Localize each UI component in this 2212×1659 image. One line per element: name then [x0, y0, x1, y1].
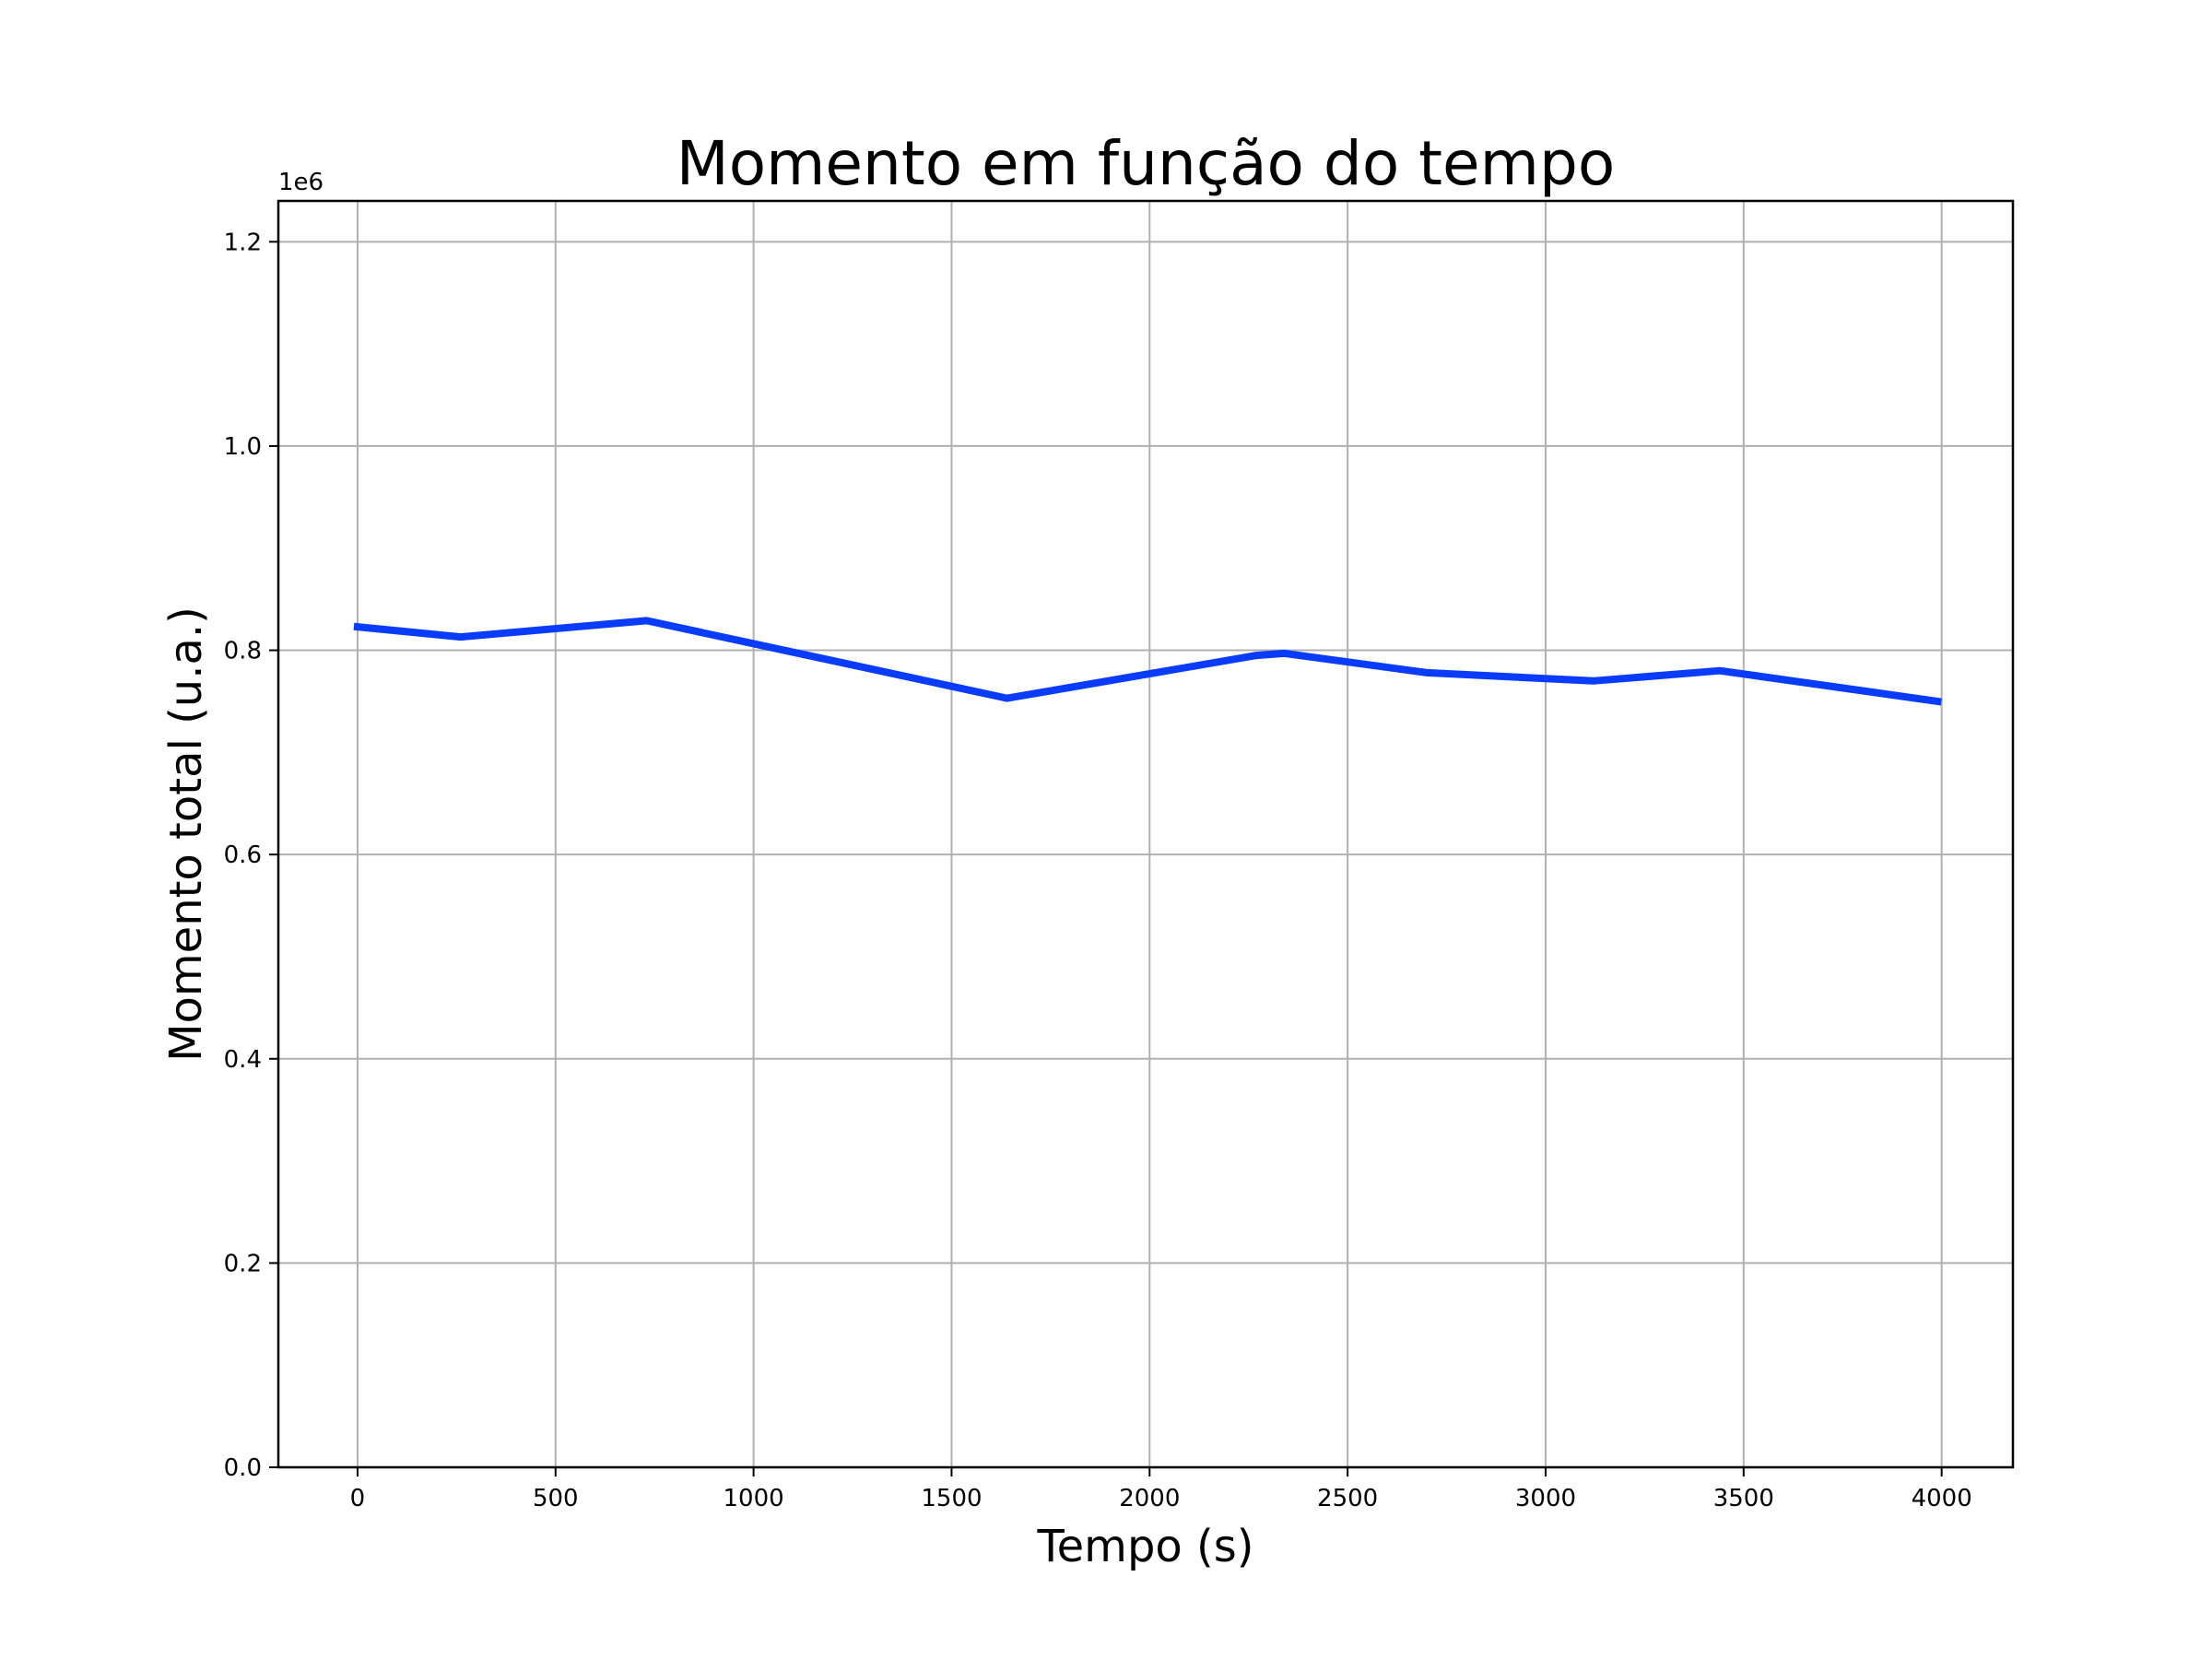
x-tick-label: 3000 [1515, 1485, 1576, 1512]
y-tick-label: 0.4 [224, 1046, 262, 1074]
x-axis-title: Tempo (s) [1036, 1521, 1253, 1572]
y-tick-label: 1.0 [224, 433, 262, 461]
y-tick-label: 0.2 [224, 1250, 262, 1277]
x-tick-label: 1500 [921, 1485, 982, 1512]
y-axis-ticks: 0.0 0.2 0.4 0.6 0.8 1.0 1.2 [224, 229, 278, 1482]
series-line [353, 617, 1942, 706]
x-tick-label: 0 [350, 1485, 366, 1512]
y-tick-label: 0.8 [224, 638, 262, 665]
x-tick-label: 2500 [1317, 1485, 1378, 1512]
plot-area-frame [276, 199, 2015, 1469]
chart-title: Momento em função do tempo [677, 128, 1615, 199]
x-axis-ticks: 0 500 1000 1500 2000 2500 3000 3500 4000 [350, 1467, 1972, 1512]
y-axis-title: Momento total (u.a.) [160, 606, 212, 1062]
x-tick-label: 4000 [1912, 1485, 1972, 1512]
y-tick-label: 0.0 [224, 1454, 262, 1482]
series-layer [353, 617, 1942, 706]
y-tick-label: 0.6 [224, 841, 262, 869]
x-tick-label: 2000 [1119, 1485, 1180, 1512]
x-tick-label: 500 [533, 1485, 579, 1512]
y-axis-offset-label: 1e6 [278, 169, 324, 196]
y-tick-label: 1.2 [224, 229, 262, 256]
x-tick-label: 1000 [724, 1485, 784, 1512]
grid-lines [278, 201, 2013, 1468]
x-tick-label: 3500 [1713, 1485, 1774, 1512]
